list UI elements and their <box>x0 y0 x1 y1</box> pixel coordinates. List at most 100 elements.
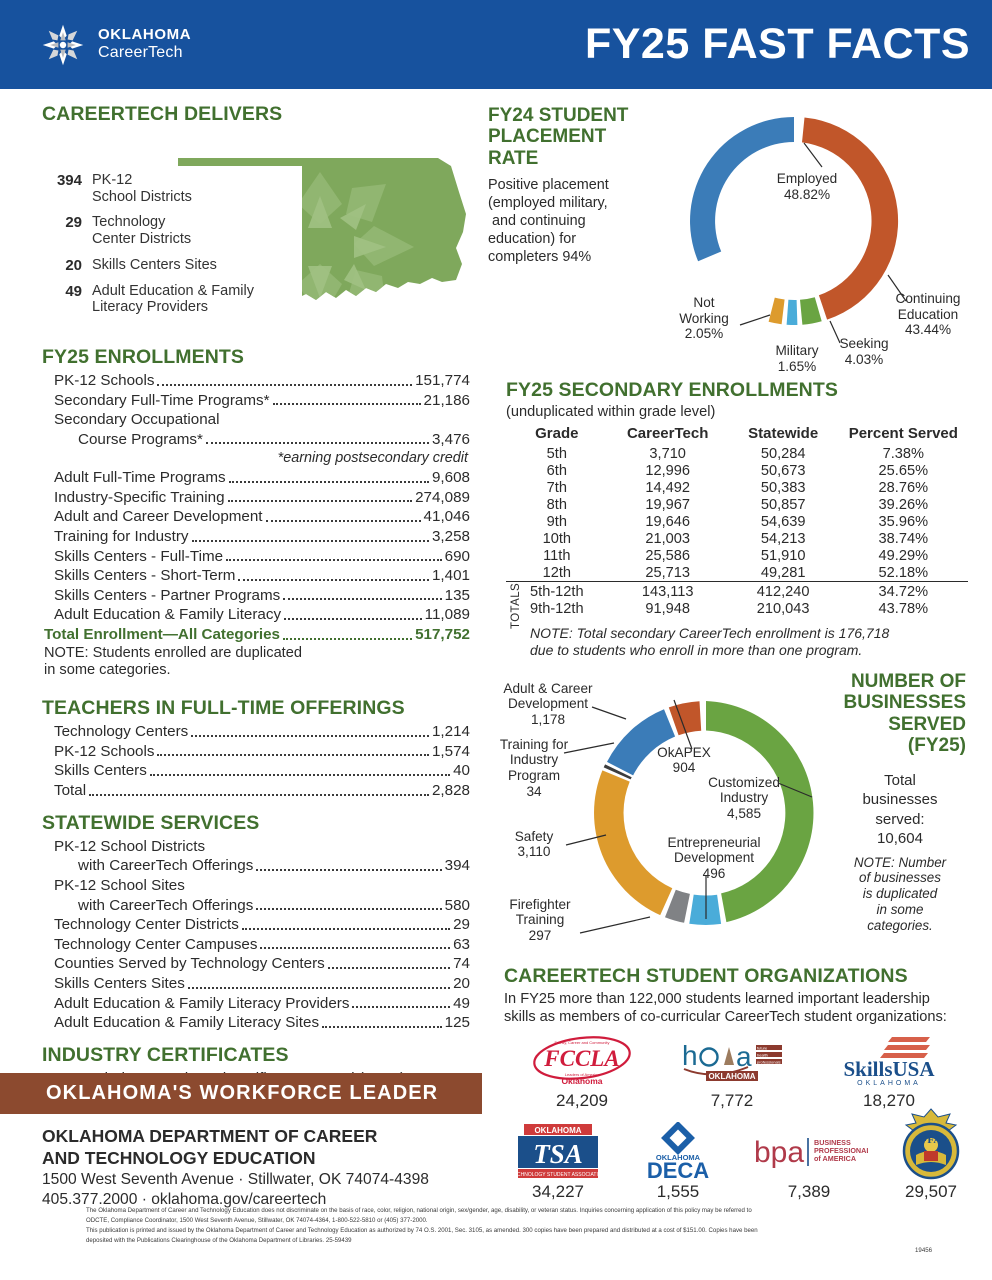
teachers-label: Total <box>54 782 87 800</box>
secondary-note: NOTE: Total secondary CareerTech enrollm… <box>530 624 890 658</box>
leader-dots <box>191 539 429 542</box>
cell-statewide: 51,910 <box>760 547 806 564</box>
secondary-enrollments-block: FY25 SECONDARY ENROLLMENTS (unduplicated… <box>488 379 974 659</box>
enrollment-label: PK-12 Schools <box>54 372 155 389</box>
skillsusa-logo: SkillsUSA OKLAHOMA <box>830 1032 948 1088</box>
enrollment-row: Adult Full-Time Programs 9,608 <box>42 468 470 488</box>
cell-careertech: 143,113 <box>607 581 728 601</box>
left-column: CAREERTECH DELIVERS <box>0 89 470 1202</box>
leader-dots <box>284 618 422 621</box>
org-count: 34,227 <box>532 1182 584 1202</box>
label-okapex: OkAPEX 904 <box>657 744 711 776</box>
businesses-donut-svg <box>563 699 814 934</box>
teachers-value: 2,828 <box>431 782 470 800</box>
teachers-row: PK-12 Schools 1,574 <box>42 742 470 762</box>
org-count: 1,555 <box>656 1182 700 1202</box>
enrollment-row: Course Programs* 3,476 <box>42 430 470 450</box>
statewide-label: with CareerTech Offerings <box>78 857 254 875</box>
disclaimer-line-2: ODCTE, Compliance Coordinator, 1500 West… <box>86 1217 428 1225</box>
leader-dots <box>187 986 451 989</box>
delivers-item-label: Skills Centers Sites <box>92 256 217 273</box>
statewide-row: Counties Served by Technology Centers 74 <box>42 954 470 974</box>
org-count: 7,389 <box>787 1182 831 1202</box>
teachers-row: Skills Centers 40 <box>42 761 470 781</box>
cell-careertech: 21,003 <box>645 530 690 547</box>
callout-line-firefighter <box>579 916 651 934</box>
statewide-label: Skills Centers Sites <box>54 974 185 992</box>
cell-statewide: 49,281 <box>760 564 806 581</box>
enrollment-label: Industry-Specific Training <box>54 488 225 506</box>
table-total-row: 5th-12th 143,113 412,240 34.72% <box>506 581 968 601</box>
enrollments-heading: FY25 ENROLLMENTS <box>42 346 245 368</box>
organizations-heading: CAREERTECH STUDENT ORGANIZATIONS <box>504 964 908 987</box>
leader-dots <box>322 1025 442 1028</box>
cell-percent: 34.72% <box>838 581 968 601</box>
page-title: FY25 FAST FACTS <box>584 20 970 68</box>
enrollment-total-row: Total Enrollment—All Categories 517,752 <box>42 625 470 645</box>
statewide-label: Adult Education & Family Literacy Provid… <box>54 994 350 1012</box>
enrollment-row: Skills Centers - Partner Programs 135 <box>42 586 470 606</box>
statewide-label: Technology Center Districts <box>54 916 239 934</box>
placement-donut-chart: Employed 48.82% Continuing Education 43.44%… <box>644 103 974 374</box>
totals-label: TOTALS <box>510 582 522 629</box>
enrollments-note: NOTE: Students enrolled are duplicated in… <box>44 644 302 679</box>
table-row: 12th 25,713 49,281 52.18% <box>506 564 968 582</box>
table-row: 7th 14,492 50,383 28.76% <box>506 479 968 496</box>
enrollment-row: Skills Centers - Full-Time 690 <box>42 547 470 567</box>
enrollment-label: Skills Centers - Full-Time <box>54 547 224 565</box>
enrollment-label: Adult Education & Family Literacy <box>54 606 282 624</box>
brand-logo: OKLAHOMA CareerTech <box>40 22 191 68</box>
statewide-value: 125 <box>444 1014 470 1032</box>
enrollments-footnote: *earning postsecondary credit <box>277 450 468 467</box>
svg-text:bpa: bpa <box>754 1136 804 1169</box>
table-row: 9th 19,646 54,639 35.96% <box>506 513 968 530</box>
slice-training-for-industry-program <box>603 764 632 780</box>
enrollment-label: Adult Full-Time Programs <box>54 469 226 487</box>
leader-dots <box>256 908 442 911</box>
callout-line-seeking <box>829 320 841 344</box>
disclaimer-line-4: deposited with the Publications Clearing… <box>86 1237 352 1245</box>
statewide-label: Technology Center Campuses <box>54 935 258 953</box>
page-header: OKLAHOMA CareerTech FY25 FAST FACTS <box>0 0 992 89</box>
statewide-label: PK-12 School Sites <box>54 876 185 894</box>
leader-dots <box>352 1006 451 1009</box>
svg-text:future: future <box>757 1046 768 1051</box>
workforce-banner: OKLAHOMA'S WORKFORCE LEADER <box>0 1073 482 1114</box>
delivers-item-number: 394 <box>56 172 82 189</box>
statewide-value: 580 <box>444 896 470 914</box>
enrollment-row: Secondary Full-Time Programs* 21,186 <box>42 391 470 411</box>
leader-dots <box>238 578 429 581</box>
organizations-block: CAREERTECH STUDENT ORGANIZATIONS In FY25… <box>488 965 974 1203</box>
cell-grade: 5th-12th <box>506 581 608 601</box>
address-block: OKLAHOMA DEPARTMENT OF CAREER AND TECHNO… <box>0 1114 500 1210</box>
organizations-description: In FY25 more than 122,000 students learn… <box>504 990 947 1026</box>
right-column: FY24 STUDENT PLACEMENT RATE Positive place… <box>470 89 992 1202</box>
organizations-row-1: FCCLA Family, Career and Community Leade… <box>504 1032 974 1111</box>
teachers-row: Total 2,828 <box>42 781 470 801</box>
teachers-row: Technology Centers 1,214 <box>42 722 470 742</box>
svg-text:professionals: professionals <box>757 1060 781 1065</box>
callout-line-safety <box>565 834 607 846</box>
placement-title: FY24 STUDENT PLACEMENT RATE <box>488 105 629 169</box>
businesses-donut-chart: Adult & Career Development 1,178 Training … <box>488 665 974 965</box>
table-row: 11th 25,586 51,910 49.29% <box>506 547 968 564</box>
label-training-for-industry: Training for Industry Program 34 <box>499 736 569 799</box>
cell-percent: 38.74% <box>878 530 929 547</box>
enrollment-label: Training for Industry <box>54 527 189 545</box>
col-grade: Grade <box>535 425 579 442</box>
slice-safety <box>594 770 673 915</box>
svg-text:TECHNOLOGY STUDENT ASSOCIATION: TECHNOLOGY STUDENT ASSOCIATION <box>511 1172 606 1178</box>
slice-okapex <box>668 700 702 735</box>
cell-grade: 9th <box>546 513 567 530</box>
table-header-row: Grade CareerTech Statewide Percent Serve… <box>506 424 968 445</box>
address-contact: 405.377.2000 · oklahoma.gov/careertech <box>42 1191 327 1209</box>
statewide-label: PK-12 School Districts <box>54 837 206 855</box>
svg-text:Family, Career and Community: Family, Career and Community <box>554 1040 609 1045</box>
slice-entrepreneurial-development <box>689 894 722 925</box>
deca-logo: OKLAHOMA DECA <box>632 1122 724 1180</box>
callout-line-adult-career <box>591 706 627 720</box>
cell-careertech: 19,967 <box>645 496 690 513</box>
enrollment-row: PK-12 Schools 151,774 <box>42 371 470 391</box>
teachers-value: 40 <box>453 762 470 780</box>
delivers-item-label: Technology Center Districts <box>92 214 192 248</box>
